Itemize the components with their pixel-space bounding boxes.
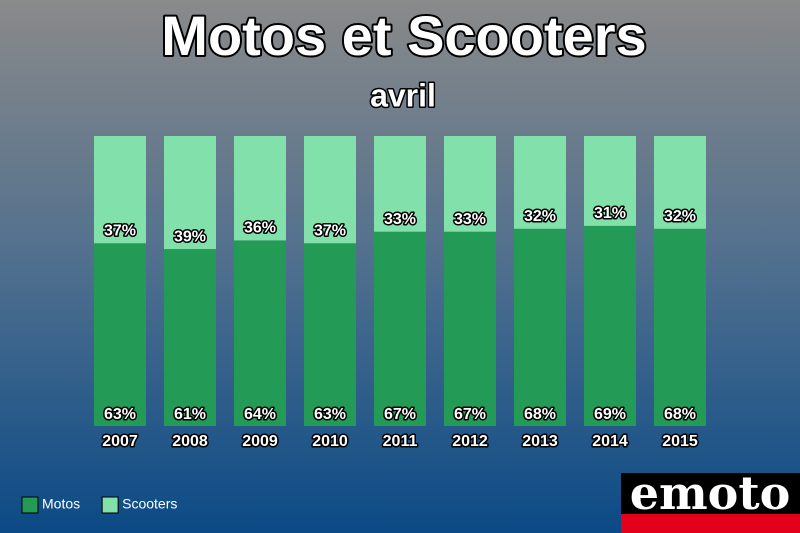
x-tick-label: 2008 [172, 433, 208, 450]
bar-segment [584, 136, 636, 226]
x-tick-label: 2013 [522, 433, 558, 450]
x-tick-label: 2011 [383, 433, 418, 450]
bar-segment [164, 136, 216, 250]
bar-segment [514, 136, 566, 229]
data-label: 61% [174, 406, 206, 423]
bar-segment [94, 243, 146, 426]
x-tick-label: 2009 [242, 433, 278, 450]
data-label: 64% [244, 406, 276, 423]
data-label: 31% [594, 205, 626, 222]
bar-segment [584, 225, 636, 426]
data-label: 68% [524, 406, 556, 423]
x-tick-label: 2014 [592, 433, 628, 450]
legend-label: Motos [42, 496, 80, 512]
bar-segment [444, 136, 496, 232]
data-label: 67% [384, 406, 416, 423]
x-tick-label: 2010 [312, 433, 348, 450]
data-label: 69% [594, 406, 626, 423]
bar-segment [654, 228, 706, 426]
legend-label: Scooters [122, 496, 177, 512]
data-label: 37% [314, 223, 346, 240]
bar-segment [514, 228, 566, 426]
data-label: 63% [314, 406, 346, 423]
logo: emoto [621, 465, 800, 533]
logo-strip [621, 514, 800, 533]
x-tick-label: 2012 [452, 433, 488, 450]
data-label: 33% [454, 211, 486, 228]
bar-segment [444, 231, 496, 426]
chart-title: Motos et Scooters [161, 4, 646, 67]
data-label: 39% [174, 228, 206, 245]
data-label: 33% [384, 211, 416, 228]
bar-segment [374, 136, 426, 232]
bar-segment [94, 136, 146, 244]
bar-segment [164, 249, 216, 426]
bar-segment [304, 243, 356, 426]
legend-swatch [101, 496, 119, 514]
logo-text: emoto [630, 466, 791, 520]
data-label: 63% [104, 406, 136, 423]
data-label: 67% [454, 406, 486, 423]
chart-subtitle: avril [370, 77, 436, 113]
x-tick-label: 2007 [102, 433, 138, 450]
x-tick-label: 2015 [662, 433, 698, 450]
bar-segment [234, 136, 286, 241]
data-label: 32% [524, 208, 556, 225]
bar-segment [234, 240, 286, 426]
data-label: 32% [664, 208, 696, 225]
bar-segment [304, 136, 356, 244]
data-label: 37% [104, 223, 136, 240]
data-label: 68% [664, 406, 696, 423]
legend-swatch [21, 496, 39, 514]
bar-segment [654, 136, 706, 229]
bar-segment [374, 231, 426, 426]
data-label: 36% [244, 220, 276, 237]
